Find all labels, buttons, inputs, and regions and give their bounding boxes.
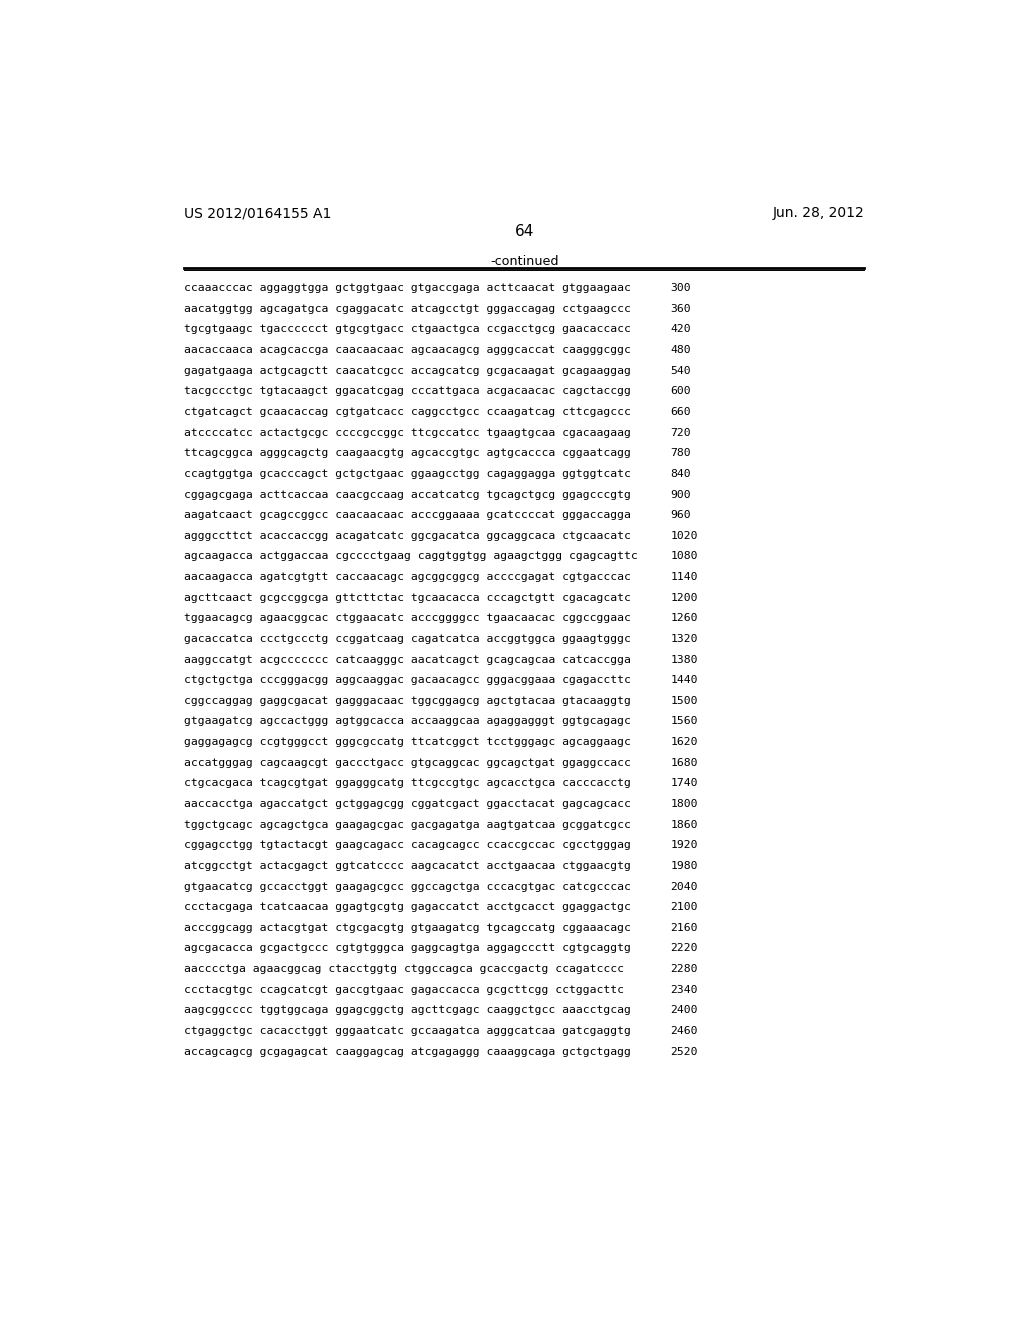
Text: 2100: 2100 [671,903,698,912]
Text: 900: 900 [671,490,691,499]
Text: 840: 840 [671,469,691,479]
Text: gtgaagatcg agccactggg agtggcacca accaaggcaa agaggagggt ggtgcagagc: gtgaagatcg agccactggg agtggcacca accaagg… [183,717,631,726]
Text: Jun. 28, 2012: Jun. 28, 2012 [772,206,864,220]
Text: 2220: 2220 [671,944,698,953]
Text: aacccctga agaacggcag ctacctggtg ctggccagca gcaccgactg ccagatcccc: aacccctga agaacggcag ctacctggtg ctggccag… [183,964,624,974]
Text: 480: 480 [671,345,691,355]
Text: ttcagcggca agggcagctg caagaacgtg agcaccgtgc agtgcaccca cggaatcagg: ttcagcggca agggcagctg caagaacgtg agcaccg… [183,449,631,458]
Text: 660: 660 [671,407,691,417]
Text: acccggcagg actacgtgat ctgcgacgtg gtgaagatcg tgcagccatg cggaaacagc: acccggcagg actacgtgat ctgcgacgtg gtgaaga… [183,923,631,933]
Text: tggctgcagc agcagctgca gaagagcgac gacgagatga aagtgatcaa gcggatcgcc: tggctgcagc agcagctgca gaagagcgac gacgaga… [183,820,631,830]
Text: 1440: 1440 [671,676,698,685]
Text: agcttcaact gcgccggcga gttcttctac tgcaacacca cccagctgtt cgacagcatc: agcttcaact gcgccggcga gttcttctac tgcaaca… [183,593,631,603]
Text: 2040: 2040 [671,882,698,891]
Text: 960: 960 [671,510,691,520]
Text: aagcggcccc tggtggcaga ggagcggctg agcttcgagc caaggctgcc aaacctgcag: aagcggcccc tggtggcaga ggagcggctg agcttcg… [183,1006,631,1015]
Text: gaggagagcg ccgtgggcct gggcgccatg ttcatcggct tcctgggagc agcaggaagc: gaggagagcg ccgtgggcct gggcgccatg ttcatcg… [183,737,631,747]
Text: 360: 360 [671,304,691,314]
Text: tgcgtgaagc tgacccccct gtgcgtgacc ctgaactgca ccgacctgcg gaacaccacc: tgcgtgaagc tgacccccct gtgcgtgacc ctgaact… [183,325,631,334]
Text: cggagcctgg tgtactacgt gaagcagacc cacagcagcc ccaccgccac cgcctgggag: cggagcctgg tgtactacgt gaagcagacc cacagca… [183,841,631,850]
Text: gagatgaaga actgcagctt caacatcgcc accagcatcg gcgacaagat gcagaaggag: gagatgaaga actgcagctt caacatcgcc accagca… [183,366,631,376]
Text: aaccacctga agaccatgct gctggagcgg cggatcgact ggacctacat gagcagcacc: aaccacctga agaccatgct gctggagcgg cggatcg… [183,799,631,809]
Text: accatgggag cagcaagcgt gaccctgacc gtgcaggcac ggcagctgat ggaggccacc: accatgggag cagcaagcgt gaccctgacc gtgcagg… [183,758,631,768]
Text: US 2012/0164155 A1: US 2012/0164155 A1 [183,206,331,220]
Text: gacaccatca ccctgccctg ccggatcaag cagatcatca accggtggca ggaagtgggc: gacaccatca ccctgccctg ccggatcaag cagatca… [183,634,631,644]
Text: 420: 420 [671,325,691,334]
Text: 2340: 2340 [671,985,698,995]
Text: 300: 300 [671,284,691,293]
Text: 64: 64 [515,224,535,239]
Text: 1380: 1380 [671,655,698,664]
Text: ctgcacgaca tcagcgtgat ggagggcatg ttcgccgtgc agcacctgca cacccacctg: ctgcacgaca tcagcgtgat ggagggcatg ttcgccg… [183,779,631,788]
Text: 1320: 1320 [671,634,698,644]
Text: 2160: 2160 [671,923,698,933]
Text: 1860: 1860 [671,820,698,830]
Text: 540: 540 [671,366,691,376]
Text: ccaaacccac aggaggtgga gctggtgaac gtgaccgaga acttcaacat gtggaagaac: ccaaacccac aggaggtgga gctggtgaac gtgaccg… [183,284,631,293]
Text: 1920: 1920 [671,841,698,850]
Text: accagcagcg gcgagagcat caaggagcag atcgagaggg caaaggcaga gctgctgagg: accagcagcg gcgagagcat caaggagcag atcgaga… [183,1047,631,1057]
Text: 1740: 1740 [671,779,698,788]
Text: -continued: -continued [490,255,559,268]
Text: 1500: 1500 [671,696,698,706]
Text: 2520: 2520 [671,1047,698,1057]
Text: cggccaggag gaggcgacat gagggacaac tggcggagcg agctgtacaa gtacaaggtg: cggccaggag gaggcgacat gagggacaac tggcgga… [183,696,631,706]
Text: ccctacgaga tcatcaacaa ggagtgcgtg gagaccatct acctgcacct ggaggactgc: ccctacgaga tcatcaacaa ggagtgcgtg gagacca… [183,903,631,912]
Text: agcaagacca actggaccaa cgcccctgaag caggtggtgg agaagctggg cgagcagttc: agcaagacca actggaccaa cgcccctgaag caggtg… [183,552,638,561]
Text: gtgaacatcg gccacctggt gaagagcgcc ggccagctga cccacgtgac catcgcccac: gtgaacatcg gccacctggt gaagagcgcc ggccagc… [183,882,631,891]
Text: aacaagacca agatcgtgtt caccaacagc agcggcggcg accccgagat cgtgacccac: aacaagacca agatcgtgtt caccaacagc agcggcg… [183,572,631,582]
Text: ctgatcagct gcaacaccag cgtgatcacc caggcctgcc ccaagatcag cttcgagccc: ctgatcagct gcaacaccag cgtgatcacc caggcct… [183,407,631,417]
Text: 720: 720 [671,428,691,438]
Text: tacgccctgc tgtacaagct ggacatcgag cccattgaca acgacaacac cagctaccgg: tacgccctgc tgtacaagct ggacatcgag cccattg… [183,387,631,396]
Text: 1560: 1560 [671,717,698,726]
Text: ctgaggctgc cacacctggt gggaatcatc gccaagatca agggcatcaa gatcgaggtg: ctgaggctgc cacacctggt gggaatcatc gccaaga… [183,1026,631,1036]
Text: atcggcctgt actacgagct ggtcatcccc aagcacatct acctgaacaa ctggaacgtg: atcggcctgt actacgagct ggtcatcccc aagcaca… [183,861,631,871]
Text: 1020: 1020 [671,531,698,541]
Text: ccagtggtga gcacccagct gctgctgaac ggaagcctgg cagaggagga ggtggtcatc: ccagtggtga gcacccagct gctgctgaac ggaagcc… [183,469,631,479]
Text: 2400: 2400 [671,1006,698,1015]
Text: atccccatcc actactgcgc ccccgccggc ttcgccatcc tgaagtgcaa cgacaagaag: atccccatcc actactgcgc ccccgccggc ttcgcca… [183,428,631,438]
Text: 1200: 1200 [671,593,698,603]
Text: 600: 600 [671,387,691,396]
Text: agggccttct acaccaccgg acagatcatc ggcgacatca ggcaggcaca ctgcaacatc: agggccttct acaccaccgg acagatcatc ggcgaca… [183,531,631,541]
Text: ccctacgtgc ccagcatcgt gaccgtgaac gagaccacca gcgcttcgg cctggacttc: ccctacgtgc ccagcatcgt gaccgtgaac gagacca… [183,985,624,995]
Text: aacatggtgg agcagatgca cgaggacatc atcagcctgt gggaccagag cctgaagccc: aacatggtgg agcagatgca cgaggacatc atcagcc… [183,304,631,314]
Text: aagatcaact gcagccggcc caacaacaac acccggaaaa gcatccccat gggaccagga: aagatcaact gcagccggcc caacaacaac acccgga… [183,510,631,520]
Text: 2280: 2280 [671,964,698,974]
Text: tggaacagcg agaacggcac ctggaacatc acccggggcc tgaacaacac cggccggaac: tggaacagcg agaacggcac ctggaacatc acccggg… [183,614,631,623]
Text: 2460: 2460 [671,1026,698,1036]
Text: aacaccaaca acagcaccga caacaacaac agcaacagcg agggcaccat caagggcggc: aacaccaaca acagcaccga caacaacaac agcaaca… [183,345,631,355]
Text: 1260: 1260 [671,614,698,623]
Text: agcgacacca gcgactgccc cgtgtgggca gaggcagtga aggagccctt cgtgcaggtg: agcgacacca gcgactgccc cgtgtgggca gaggcag… [183,944,631,953]
Text: 1140: 1140 [671,572,698,582]
Text: 1620: 1620 [671,737,698,747]
Text: 780: 780 [671,449,691,458]
Text: cggagcgaga acttcaccaa caacgccaag accatcatcg tgcagctgcg ggagcccgtg: cggagcgaga acttcaccaa caacgccaag accatca… [183,490,631,499]
Text: 1800: 1800 [671,799,698,809]
Text: 1980: 1980 [671,861,698,871]
Text: ctgctgctga cccgggacgg aggcaaggac gacaacagcc gggacggaaa cgagaccttc: ctgctgctga cccgggacgg aggcaaggac gacaaca… [183,676,631,685]
Text: aaggccatgt acgccccccc catcaagggc aacatcagct gcagcagcaa catcaccgga: aaggccatgt acgccccccc catcaagggc aacatca… [183,655,631,664]
Text: 1680: 1680 [671,758,698,768]
Text: 1080: 1080 [671,552,698,561]
